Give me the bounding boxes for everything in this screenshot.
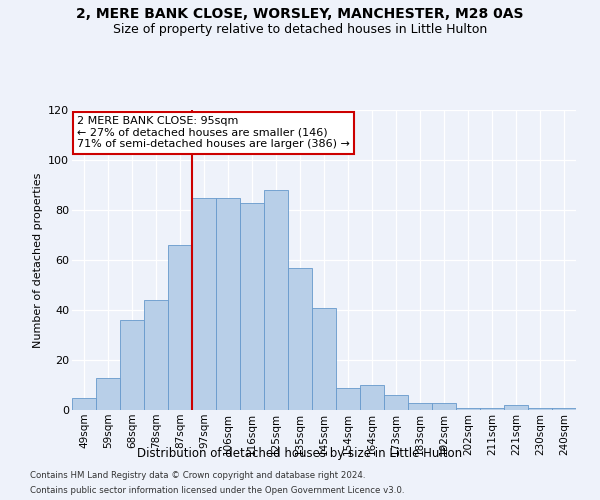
Bar <box>72 398 96 410</box>
Text: Contains HM Land Registry data © Crown copyright and database right 2024.: Contains HM Land Registry data © Crown c… <box>30 471 365 480</box>
Text: Distribution of detached houses by size in Little Hulton: Distribution of detached houses by size … <box>137 448 463 460</box>
Bar <box>144 300 168 410</box>
Bar <box>312 308 336 410</box>
Text: Contains public sector information licensed under the Open Government Licence v3: Contains public sector information licen… <box>30 486 404 495</box>
Bar <box>336 388 360 410</box>
Bar <box>456 408 480 410</box>
Bar <box>168 245 192 410</box>
Bar <box>360 385 384 410</box>
Bar <box>528 408 552 410</box>
Bar <box>240 202 264 410</box>
Bar <box>216 198 240 410</box>
Bar <box>408 402 432 410</box>
Text: 2 MERE BANK CLOSE: 95sqm
← 27% of detached houses are smaller (146)
71% of semi-: 2 MERE BANK CLOSE: 95sqm ← 27% of detach… <box>77 116 350 149</box>
Bar <box>480 408 504 410</box>
Bar <box>432 402 456 410</box>
Bar <box>264 190 288 410</box>
Bar <box>192 198 216 410</box>
Y-axis label: Number of detached properties: Number of detached properties <box>32 172 43 348</box>
Text: 2, MERE BANK CLOSE, WORSLEY, MANCHESTER, M28 0AS: 2, MERE BANK CLOSE, WORSLEY, MANCHESTER,… <box>76 8 524 22</box>
Bar <box>384 395 408 410</box>
Bar <box>552 408 576 410</box>
Bar <box>288 268 312 410</box>
Text: Size of property relative to detached houses in Little Hulton: Size of property relative to detached ho… <box>113 22 487 36</box>
Bar <box>504 405 528 410</box>
Bar <box>96 378 120 410</box>
Bar <box>120 320 144 410</box>
